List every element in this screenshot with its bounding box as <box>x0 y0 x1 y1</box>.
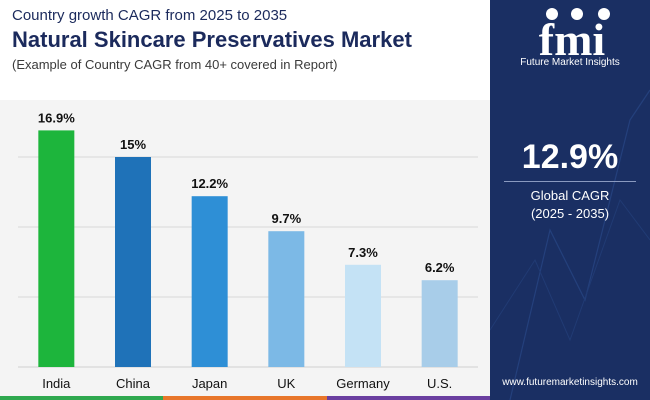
plot-area: 16.9% 15% 12.2% 9.7% 7.3% 6.2% India China Japa… <box>0 100 490 400</box>
data-label: 7.3% <box>348 245 378 260</box>
chart-subtitle: Country growth CAGR from 2025 to 2035 <box>12 7 288 24</box>
bar-india <box>38 130 75 367</box>
data-label: 15% <box>120 137 146 152</box>
globe-icon <box>571 8 583 20</box>
kpi-divider <box>504 181 636 182</box>
bar-japan <box>191 196 228 367</box>
bar-uk <box>268 231 305 367</box>
bar-chart: 16.9% 15% 12.2% 9.7% 7.3% 6.2% India China Japa… <box>18 110 478 391</box>
header: Country growth CAGR from 2025 to 2035 Na… <box>0 0 490 100</box>
data-label: 12.2% <box>191 176 228 191</box>
logo-subtitle: Future Market Insights <box>520 57 620 68</box>
bars <box>38 130 458 367</box>
data-label: 6.2% <box>425 260 455 275</box>
global-cagr-value: 12.9% <box>521 138 619 176</box>
bottom-bar-segment-purple <box>326 396 490 400</box>
bottom-bar-segment-green <box>0 396 164 400</box>
data-label: 16.9% <box>38 110 75 125</box>
gridlines <box>18 156 478 368</box>
chart-note: (Example of Country CAGR from 40+ covere… <box>12 57 338 72</box>
data-label: 9.7% <box>272 211 302 226</box>
person-icon <box>598 8 610 20</box>
bar-china <box>115 157 151 367</box>
x-tick-label: UK <box>277 376 295 391</box>
fmi-logo: fmi <box>510 6 635 72</box>
bar-us <box>421 280 458 367</box>
logo-text: fmi <box>539 14 606 58</box>
sidebar-panel: fmi Future Market Insights 12.9% Global … <box>490 0 650 400</box>
x-tick-label: India <box>42 376 71 391</box>
x-tick-label: Japan <box>192 376 227 391</box>
chart-title: Natural Skincare Preservatives Market <box>12 27 412 52</box>
website-link[interactable]: www.futuremarketinsights.com <box>502 377 638 388</box>
x-tick-label: U.S. <box>427 376 452 391</box>
category-ticks: India China Japan UK Germany U.S. <box>42 376 452 391</box>
bottom-bar-segment-orange <box>163 396 327 400</box>
bottom-color-bar <box>0 396 490 400</box>
global-cagr-label: Global CAGR <box>530 188 610 203</box>
value-labels: 16.9% 15% 12.2% 9.7% 7.3% 6.2% <box>38 110 455 275</box>
x-tick-label: Germany <box>336 376 390 391</box>
bar-germany <box>345 264 381 367</box>
decorative-lines <box>490 89 650 400</box>
global-cagr-range: (2025 - 2035) <box>530 206 610 221</box>
leaf-icon <box>546 8 558 20</box>
x-tick-label: China <box>116 376 151 391</box>
